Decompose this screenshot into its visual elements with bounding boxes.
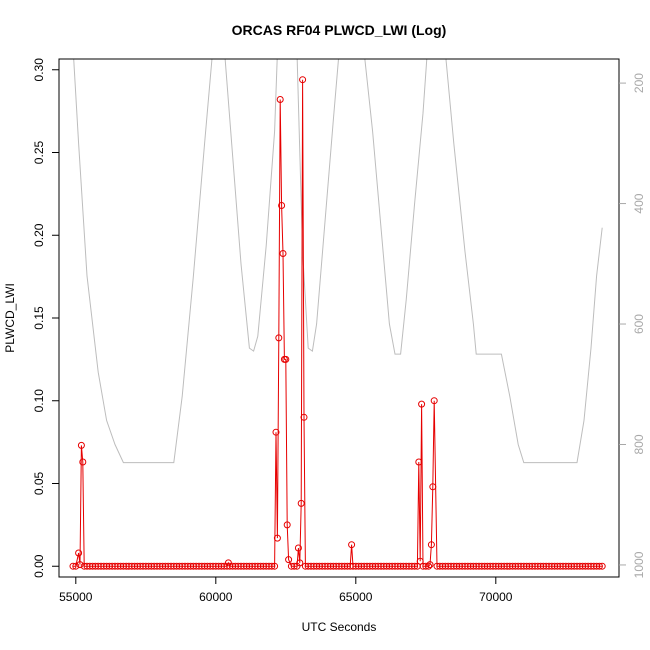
plot-frame [58, 58, 620, 578]
data-point [418, 400, 426, 408]
data-point [279, 250, 287, 257]
x-tick-label: 60000 [199, 590, 233, 604]
secondary-y-tick-label: 600 [632, 314, 646, 334]
y-tick-label: 0.10 [32, 389, 46, 413]
y-tick-label: 0.20 [32, 223, 46, 247]
secondary-y-tick-label: 800 [632, 434, 646, 454]
data-point [77, 441, 85, 449]
data-point [425, 562, 433, 570]
data-series-line [73, 79, 603, 567]
data-point [426, 561, 434, 569]
data-point [282, 355, 290, 363]
data-point [598, 562, 606, 570]
data-point [297, 499, 305, 507]
y-tick-label: 0.00 [32, 554, 46, 578]
data-point [283, 521, 291, 529]
data-point [429, 483, 437, 491]
x-tick-label: 70000 [479, 590, 513, 604]
data-point [75, 549, 83, 557]
chart-title: ORCAS RF04 PLWCD_LWI (Log) [232, 22, 447, 38]
secondary-y-axis: 200 400 600 800 1000 [619, 73, 646, 578]
data-point [296, 559, 304, 567]
y-tick-label: 0.15 [32, 306, 46, 330]
x-tick-label: 55000 [59, 590, 93, 604]
data-point [273, 534, 281, 542]
data-point [290, 562, 298, 570]
data-point [427, 541, 435, 549]
secondary-y-tick-label: 200 [632, 73, 646, 93]
data-point [275, 334, 283, 342]
data-point [79, 458, 87, 466]
x-axis-label: UTC Seconds [302, 620, 377, 634]
data-point [276, 96, 284, 103]
x-axis: 55000 60000 65000 70000 [59, 576, 513, 604]
data-point [272, 428, 280, 436]
data-point [224, 559, 232, 567]
data-point [595, 562, 603, 570]
data-point [422, 562, 430, 570]
data-point [348, 541, 356, 549]
secondary-y-tick-label: 1000 [632, 551, 646, 578]
data-point [268, 562, 276, 570]
x-tick-label: 65000 [339, 590, 373, 604]
data-point [300, 413, 308, 421]
data-point [430, 397, 438, 405]
secondary-series-line [73, 59, 603, 464]
y-axis-label: PLWCD_LWI [3, 283, 17, 353]
data-layer [69, 76, 606, 570]
y-tick-label: 0.05 [32, 471, 46, 495]
data-point [299, 76, 307, 84]
secondary-y-tick-label: 400 [632, 193, 646, 213]
data-point [69, 562, 77, 570]
y-axis: 0.00 0.05 0.10 0.15 0.20 0.25 0.30 [32, 58, 60, 578]
y-tick-label: 0.25 [32, 141, 46, 165]
data-point [76, 561, 84, 569]
data-point [415, 458, 423, 466]
secondary-line-layer [73, 59, 603, 464]
data-point [411, 562, 419, 570]
data-point [72, 562, 80, 570]
y-tick-label: 0.30 [32, 58, 46, 82]
data-point [278, 202, 286, 209]
data-point [271, 562, 279, 570]
data-point [285, 556, 293, 564]
data-point [294, 544, 302, 552]
